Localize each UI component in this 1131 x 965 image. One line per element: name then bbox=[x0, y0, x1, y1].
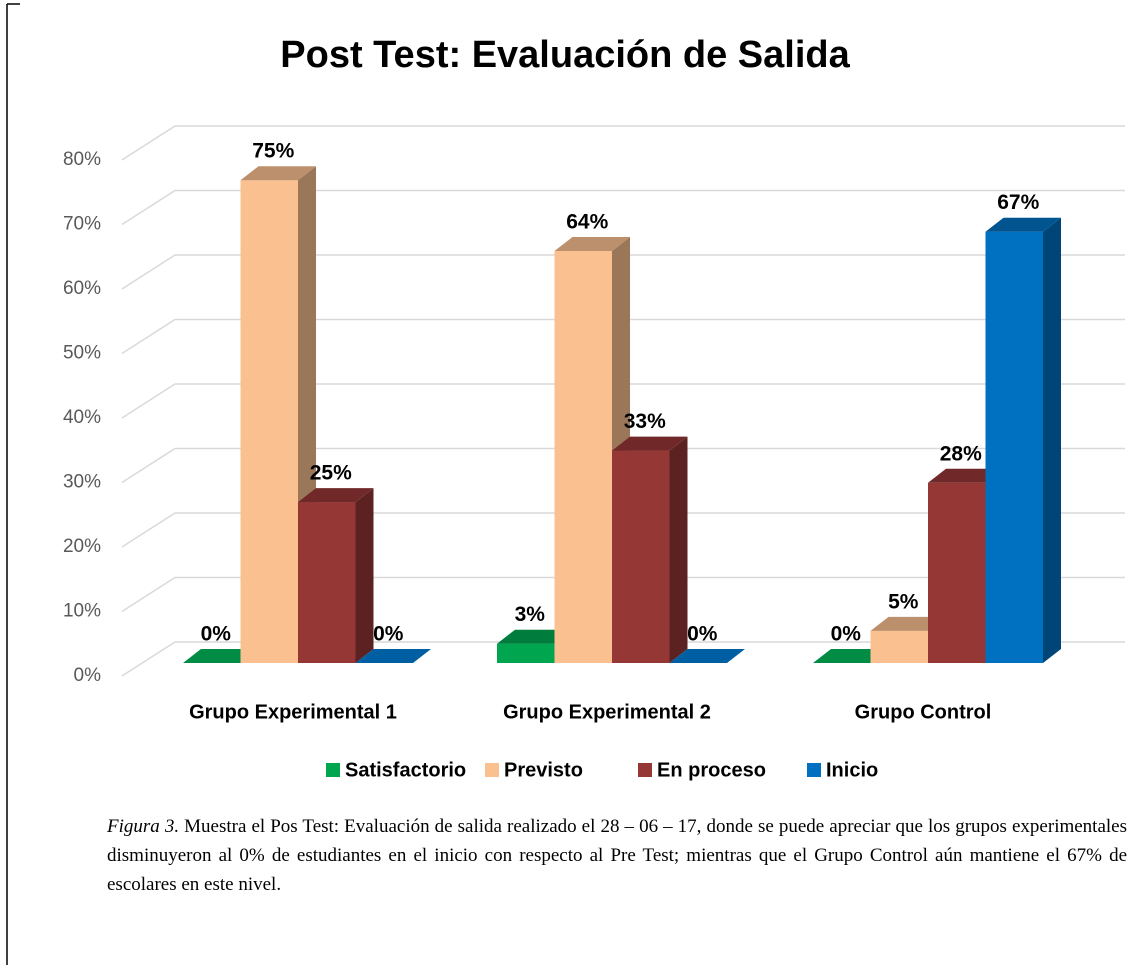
bar-top bbox=[183, 649, 259, 663]
bar bbox=[928, 482, 986, 663]
legend-label: En proceso bbox=[657, 759, 766, 781]
data-label: 0% bbox=[201, 623, 232, 646]
data-label: 0% bbox=[831, 623, 862, 646]
grid-line bbox=[121, 125, 1125, 161]
bar-top bbox=[928, 468, 1004, 483]
legend-label: Satisfactorio bbox=[345, 759, 466, 781]
y-tick-label: 10% bbox=[63, 601, 101, 622]
y-tick-label: 80% bbox=[63, 149, 101, 170]
grid-line bbox=[121, 512, 1125, 548]
bar bbox=[985, 231, 1043, 663]
legend-swatch bbox=[807, 763, 821, 777]
data-label: 0% bbox=[687, 623, 718, 646]
legend-label: Previsto bbox=[504, 759, 583, 781]
caption: Figura 3. Muestra el Pos Test: Evaluació… bbox=[107, 812, 1127, 899]
bar-top bbox=[870, 616, 946, 631]
bar-top bbox=[298, 488, 374, 503]
bar-side bbox=[669, 436, 688, 663]
chart-title: Post Test: Evaluación de Salida bbox=[280, 34, 850, 76]
legend-swatch bbox=[485, 763, 499, 777]
caption-label: Figura 3. bbox=[107, 816, 180, 837]
bar bbox=[497, 643, 555, 663]
bar bbox=[612, 450, 670, 663]
x-tick-label: Grupo Experimental 2 bbox=[503, 701, 711, 723]
y-tick-label: 20% bbox=[63, 536, 101, 557]
data-label: 67% bbox=[997, 191, 1039, 214]
bar-top bbox=[813, 649, 889, 663]
x-tick-label: Grupo Control bbox=[855, 701, 992, 723]
bar-top bbox=[985, 217, 1061, 232]
y-tick-label: 50% bbox=[63, 343, 101, 364]
bar-side bbox=[355, 488, 374, 663]
bar-top bbox=[240, 166, 316, 181]
data-label: 33% bbox=[624, 410, 666, 433]
grid-line bbox=[121, 641, 1125, 677]
bar-top bbox=[497, 629, 573, 644]
grid-line bbox=[121, 318, 1125, 355]
data-label: 64% bbox=[566, 211, 608, 234]
legend-swatch bbox=[326, 763, 340, 777]
grid-line bbox=[121, 189, 1125, 226]
y-tick-label: 60% bbox=[63, 278, 101, 299]
bar-top bbox=[669, 649, 745, 663]
legend-swatch bbox=[638, 763, 652, 777]
bar-side bbox=[1043, 217, 1061, 663]
bar bbox=[870, 630, 928, 663]
grid-line bbox=[121, 254, 1125, 290]
grid-line bbox=[121, 383, 1125, 419]
caption-text: Muestra el Pos Test: Evaluación de salid… bbox=[107, 816, 1128, 895]
legend-label: Inicio bbox=[826, 759, 878, 781]
bar-top bbox=[355, 649, 431, 663]
bar bbox=[240, 180, 298, 663]
y-tick-label: 30% bbox=[63, 472, 101, 493]
data-label: 25% bbox=[310, 462, 352, 485]
grid-line bbox=[121, 447, 1125, 484]
data-label: 0% bbox=[373, 623, 404, 646]
x-tick-label: Grupo Experimental 1 bbox=[189, 701, 397, 723]
bar-top bbox=[612, 436, 688, 451]
bar bbox=[298, 502, 356, 663]
grid-line bbox=[121, 576, 1125, 613]
data-label: 28% bbox=[940, 442, 982, 465]
y-tick-label: 40% bbox=[63, 407, 101, 428]
y-tick-label: 70% bbox=[63, 214, 101, 235]
data-label: 3% bbox=[515, 603, 546, 626]
data-label: 5% bbox=[888, 590, 919, 613]
y-tick-label: 0% bbox=[74, 665, 102, 686]
data-label: 75% bbox=[252, 140, 294, 163]
bar bbox=[554, 251, 612, 663]
bar-top bbox=[554, 237, 630, 251]
